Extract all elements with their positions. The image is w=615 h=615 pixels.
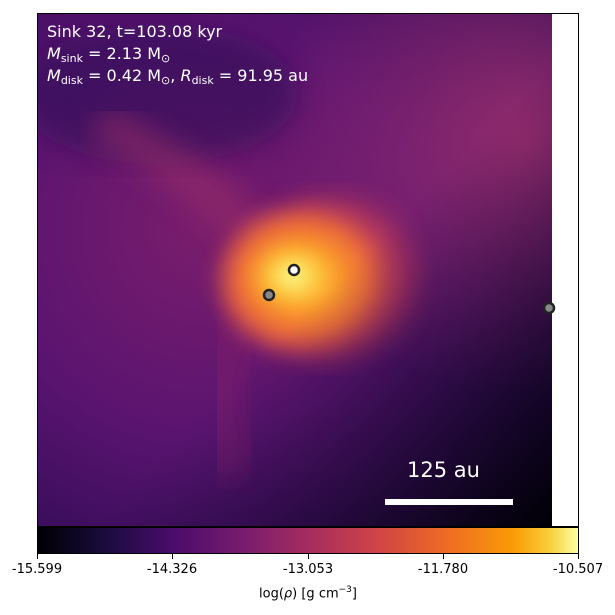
cb-label-exp: −3 xyxy=(338,585,352,595)
colorbar-tick-0 xyxy=(37,554,38,559)
sink-mass-line: Msink = 2.13 M⊙ xyxy=(47,43,170,64)
msun-symbol-2: ⊙ xyxy=(161,74,171,87)
scale-bar xyxy=(385,499,513,505)
msink-symbol: M xyxy=(47,44,61,63)
mdisk-sub: disk xyxy=(60,74,83,87)
msink-value: = 2.13 M xyxy=(82,44,162,63)
cb-label-rho: ρ xyxy=(283,586,293,602)
mdisk-symbol: M xyxy=(47,66,61,85)
msun-symbol-1: ⊙ xyxy=(161,52,171,65)
secondary-sink xyxy=(262,288,276,302)
colorbar-tick-label-3: -11.780 xyxy=(417,562,469,577)
sink-info-line: Sink 32, t=103.08 kyr xyxy=(47,22,223,41)
scale-bar-label: 125 au xyxy=(407,458,480,482)
colorbar-tick-3 xyxy=(443,554,444,559)
colorbar-tick-label-2: -13.053 xyxy=(282,562,334,577)
rdisk-value: = 91.95 au xyxy=(213,66,309,85)
colorbar-tick-label-1: -14.326 xyxy=(146,562,198,577)
colorbar-tick-label-4: -10.507 xyxy=(552,562,604,577)
edge-sink xyxy=(542,301,556,315)
msink-sub: sink xyxy=(60,52,83,65)
colorbar-gradient xyxy=(38,528,578,553)
cb-label-mid: ) [g cm xyxy=(292,586,339,602)
comma: , xyxy=(170,66,181,85)
colorbar xyxy=(37,527,579,554)
colorbar-tick-2 xyxy=(308,554,309,559)
colorbar-tick-label-0: -15.599 xyxy=(11,562,63,577)
primary-sink xyxy=(287,263,301,277)
colorbar-label: log(ρ) [g cm−3] xyxy=(259,585,357,601)
colorbar-tick-4 xyxy=(578,554,579,559)
rdisk-symbol: R xyxy=(180,66,192,85)
rdisk-sub: disk xyxy=(191,74,214,87)
mdisk-value: = 0.42 M xyxy=(82,66,162,85)
disk-line: Mdisk = 0.42 M⊙, Rdisk = 91.95 au xyxy=(47,65,308,86)
cb-label-suffix: ] xyxy=(351,586,357,602)
cb-label-prefix: log( xyxy=(259,586,284,602)
plot-frame: Sink 32, t=103.08 kyr Msink = 2.13 M⊙ Md… xyxy=(37,13,579,527)
colorbar-tick-1 xyxy=(172,554,173,559)
sink-markers xyxy=(262,263,556,315)
